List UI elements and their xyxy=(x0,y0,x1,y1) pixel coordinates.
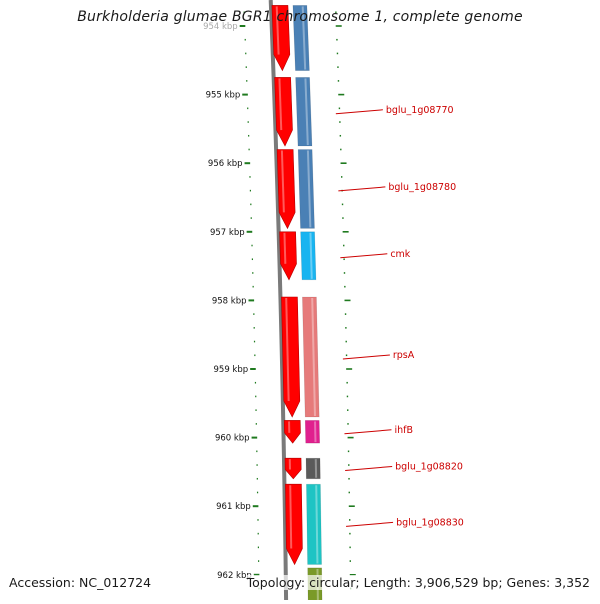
gene-block xyxy=(306,458,320,479)
gene-block xyxy=(298,150,314,229)
gene-label-line xyxy=(344,430,391,434)
tick-label: 960 kbp xyxy=(215,434,250,444)
gene-label-line xyxy=(340,254,387,258)
gene-label: bglu_1g08830 xyxy=(396,517,464,528)
cds-highlight xyxy=(290,485,291,548)
gene-shine xyxy=(316,485,317,563)
gene-block xyxy=(302,297,319,417)
gene-label: bglu_1g08820 xyxy=(395,461,463,472)
tick-label: 956 kbp xyxy=(208,159,243,169)
gene-label-line xyxy=(336,110,383,114)
tick-label: 959 kbp xyxy=(214,365,249,375)
cds-arrow xyxy=(285,484,302,564)
gene-block xyxy=(301,232,316,280)
gene-block xyxy=(296,77,312,146)
gene-label-line xyxy=(338,187,385,191)
map-title: Burkholderia glumae BGR1 chromosome 1, c… xyxy=(0,9,600,25)
gene-label: bglu_1g08780 xyxy=(388,182,456,193)
gene-label-line xyxy=(346,522,393,526)
gene-label-line xyxy=(345,466,392,470)
tick-label: 955 kbp xyxy=(206,91,241,101)
gene-block xyxy=(305,420,320,443)
gene-label: cmk xyxy=(390,249,410,260)
cds-arrow xyxy=(284,420,300,443)
tick-label: 958 kbp xyxy=(212,296,247,306)
genome-summary-text: Topology: circular; Length: 3,906,529 bp… xyxy=(247,575,590,590)
tick-label: 961 kbp xyxy=(216,502,251,512)
gene-shine xyxy=(310,233,311,279)
gene-label: bglu_1g08770 xyxy=(386,105,454,116)
cds-arrow xyxy=(280,232,297,280)
gene-label-line xyxy=(343,355,390,359)
cds-highlight xyxy=(284,233,285,264)
tick-label: 957 kbp xyxy=(210,228,245,238)
cds-arrow xyxy=(285,458,301,479)
gene-label: ihfB xyxy=(394,425,413,436)
gene-label: rpsA xyxy=(393,350,415,361)
cds-arrow xyxy=(281,297,299,417)
accession-text: Accession: NC_012724 xyxy=(9,575,151,590)
gene-block xyxy=(306,484,321,564)
